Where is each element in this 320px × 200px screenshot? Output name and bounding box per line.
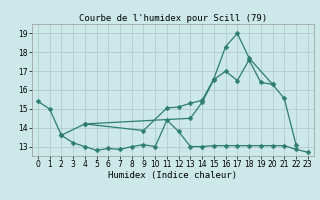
Title: Courbe de l'humidex pour Scill (79): Courbe de l'humidex pour Scill (79)	[79, 14, 267, 23]
X-axis label: Humidex (Indice chaleur): Humidex (Indice chaleur)	[108, 171, 237, 180]
